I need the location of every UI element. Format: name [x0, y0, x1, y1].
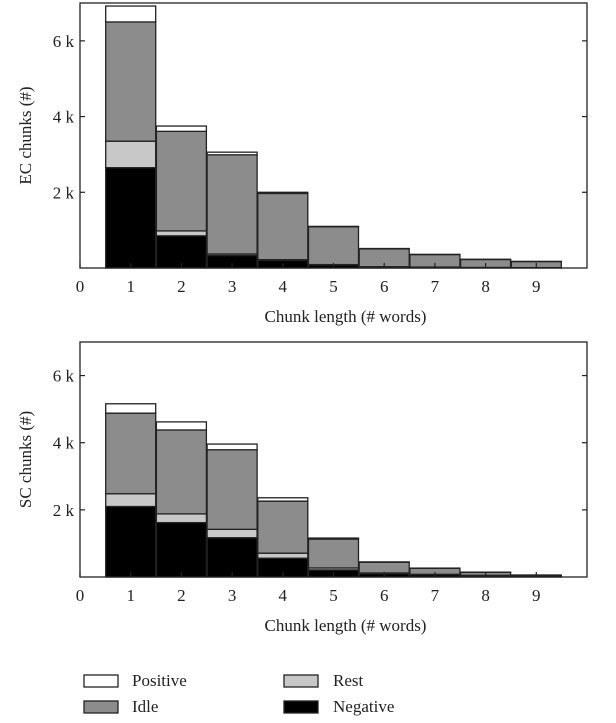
legend-item-rest: Rest: [283, 671, 364, 690]
ec-bar-idle-5: [307, 226, 360, 266]
legend-swatch-positive: [83, 674, 119, 688]
legend-label-rest: Rest: [333, 671, 364, 690]
sc-x-tick-label: 7: [431, 586, 440, 605]
legend-label-negative: Negative: [333, 697, 394, 716]
sc-bar-idle-3: [206, 449, 258, 530]
legend-swatch-rest: [283, 674, 319, 688]
legend-item-positive: Positive: [83, 671, 187, 690]
ec-x-tick-label: 1: [126, 277, 135, 296]
ec-x-tick-label: 6: [380, 277, 389, 296]
sc-bar-idle-6: [358, 561, 410, 574]
ec-bar-negative-1: [105, 167, 157, 269]
ec-chunks-panel: 0 1 2 3 4 5 6 7 8 9 2 k 4 k 6 k Chunk length (# words…: [16, 2, 588, 326]
sc-bar-negative-2: [155, 521, 208, 578]
sc-x-axis-label: Chunk length (# words): [265, 616, 427, 635]
sc-bar-idle-5: [307, 538, 360, 569]
sc-bar-idle-1: [105, 412, 157, 495]
legend-item-negative: Negative: [283, 697, 394, 716]
sc-x-tick-label: 9: [532, 586, 541, 605]
sc-x-tick-label: 3: [228, 586, 237, 605]
ec-x-tick-label: 0: [76, 277, 85, 296]
legend-item-idle: Idle: [83, 697, 158, 716]
sc-y-axis-label: SC chunks (#): [16, 411, 35, 508]
ec-x-tick-label: 8: [481, 277, 490, 296]
ec-bar-rest-1: [105, 140, 157, 169]
sc-y-tick-label: 2 k: [53, 501, 75, 520]
ec-x-axis-label: Chunk length (# words): [265, 307, 427, 326]
sc-bar-idle-2: [155, 429, 208, 515]
sc-x-tick-label: 0: [76, 586, 85, 605]
sc-x-tick-label: 8: [481, 586, 490, 605]
sc-bar-rest-4: [257, 552, 309, 559]
legend-label-positive: Positive: [132, 671, 187, 690]
sc-x-tick-label: 1: [126, 586, 135, 605]
ec-bar-idle-4: [257, 192, 309, 261]
ec-bar-rest-2: [155, 230, 208, 237]
ec-bar-positive-4: [257, 191, 309, 195]
ec-bar-positive-3: [206, 151, 258, 156]
ec-x-tick-label: 4: [279, 277, 288, 296]
sc-bar-negative-1: [105, 505, 157, 578]
sc-bar-positive-2: [155, 421, 208, 431]
sc-bar-rest-3: [206, 528, 258, 539]
sc-bar-rest-1: [105, 493, 157, 508]
sc-bar-rest-2: [155, 513, 208, 524]
sc-x-tick-label: 5: [329, 586, 338, 605]
sc-x-tick-label: 6: [380, 586, 389, 605]
sc-bar-positive-5: [307, 537, 360, 540]
ec-bar-positive-1: [105, 5, 157, 23]
ec-y-axis-label: EC chunks (#): [16, 86, 35, 184]
legend-label-idle: Idle: [132, 697, 158, 716]
sc-x-tick-label: 4: [279, 586, 288, 605]
ec-y-tick-label: 4 k: [53, 108, 75, 127]
sc-bar-negative-3: [206, 537, 258, 578]
ec-x-tick-label: 2: [177, 277, 186, 296]
legend: Positive Rest Idle Negative: [83, 671, 394, 716]
sc-y-tick-label: 4 k: [53, 434, 75, 453]
ec-bar-positive-2: [155, 125, 208, 132]
sc-y-tick-label: 6 k: [53, 367, 75, 386]
ec-x-tick-label: 7: [431, 277, 440, 296]
legend-swatch-negative: [283, 700, 319, 714]
ec-bar-negative-2: [155, 235, 208, 269]
ec-x-tick-label: 3: [228, 277, 237, 296]
ec-x-tick-label: 9: [532, 277, 541, 296]
sc-bar-positive-1: [105, 403, 157, 414]
sc-bar-idle-4: [257, 500, 309, 554]
sc-bar-positive-4: [257, 497, 309, 502]
sc-x-tick-label: 2: [177, 586, 186, 605]
ec-bar-idle-3: [206, 154, 258, 255]
ec-y-tick-label: 2 k: [53, 183, 75, 202]
sc-chunks-panel: 0 1 2 3 4 5 6 7 8 9 2 k 4 k 6 k Chunk length (# words…: [16, 341, 588, 635]
ec-y-tick-label: 6 k: [53, 32, 75, 51]
ec-x-tick-label: 5: [329, 277, 338, 296]
ec-bar-idle-2: [155, 130, 208, 232]
ec-bar-idle-1: [105, 21, 157, 142]
legend-swatch-idle: [83, 700, 119, 714]
sc-bar-positive-3: [206, 443, 258, 451]
